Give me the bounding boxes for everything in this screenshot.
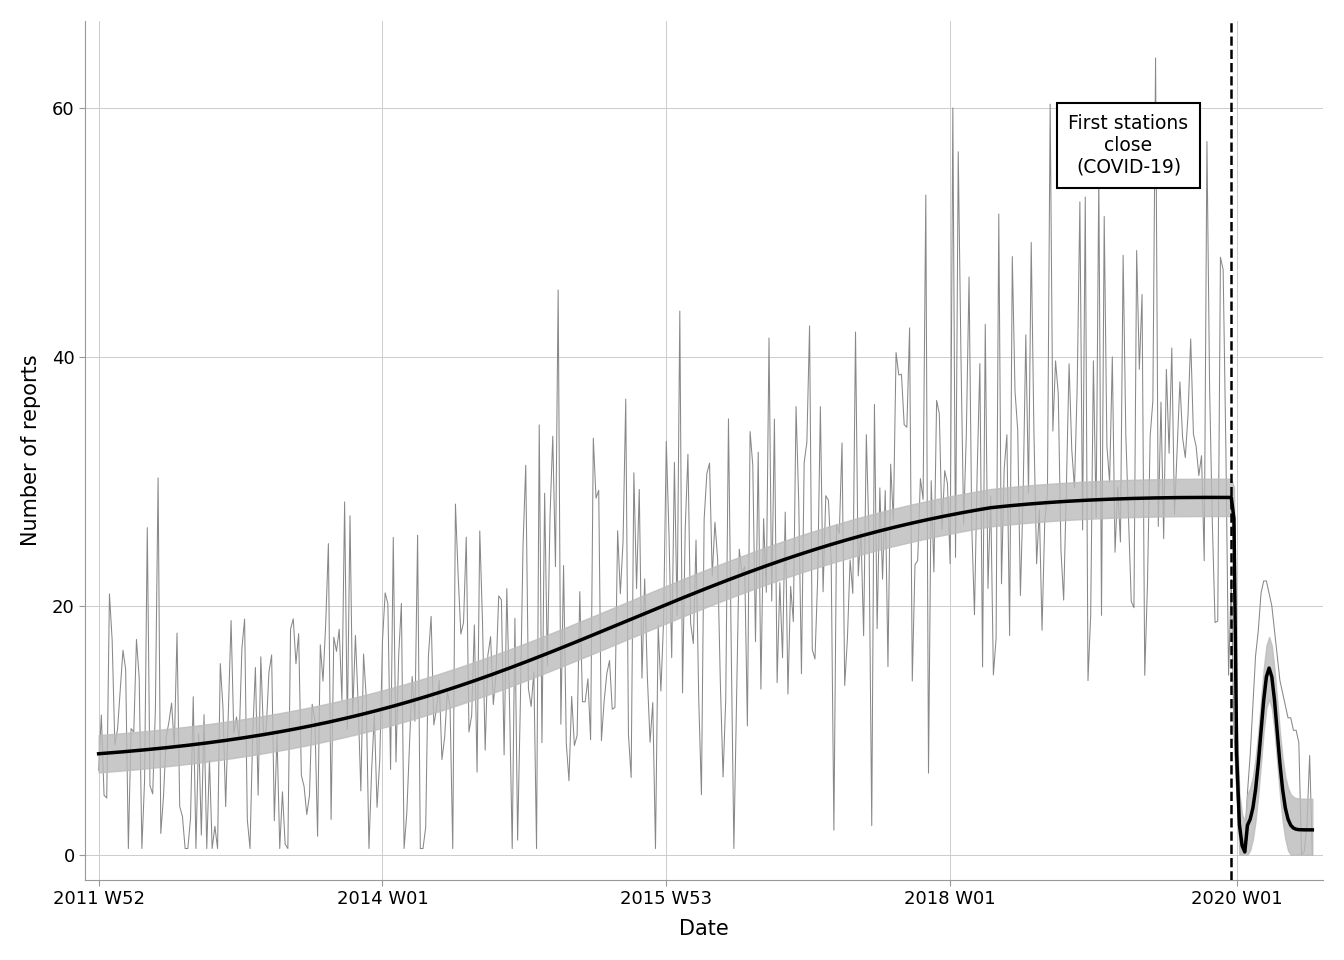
Text: First stations
close
(COVID-19): First stations close (COVID-19) bbox=[1068, 114, 1188, 177]
X-axis label: Date: Date bbox=[679, 919, 728, 939]
Y-axis label: Number of reports: Number of reports bbox=[22, 354, 40, 546]
